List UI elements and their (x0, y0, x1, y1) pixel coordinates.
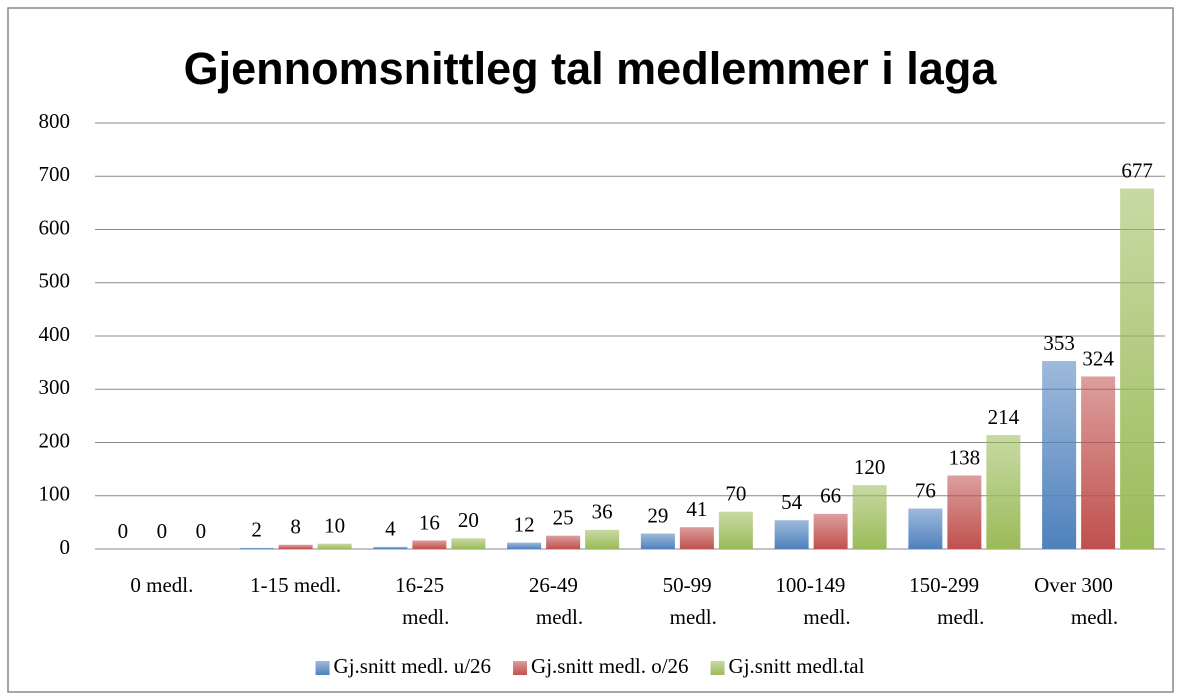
x-tick-label: 100-149 medl. (775, 573, 850, 629)
y-tick-label: 700 (39, 162, 71, 186)
data-label: 76 (915, 478, 936, 502)
data-label: 138 (949, 445, 981, 469)
data-label: 353 (1043, 331, 1075, 355)
x-tick-label: 26-49 medl. (529, 573, 583, 629)
x-tick-label: 0 medl. (130, 573, 193, 597)
bar (852, 485, 887, 549)
data-label: 677 (1121, 158, 1153, 182)
bar (1042, 361, 1077, 549)
y-tick-label: 400 (39, 322, 71, 346)
bar (813, 513, 848, 549)
data-label: 2 (251, 518, 262, 542)
data-label: 10 (324, 513, 345, 537)
bar (947, 475, 982, 549)
chart-border (7, 7, 1174, 693)
data-label: 4 (385, 517, 396, 541)
x-tick-label: Over 300 medl. (1034, 573, 1118, 629)
bar (412, 540, 447, 549)
bar (908, 508, 943, 549)
data-label: 16 (419, 510, 440, 534)
legend-label: Gj.snitt medl. u/26 (334, 654, 492, 678)
data-label: 20 (458, 508, 479, 532)
bar (585, 529, 620, 549)
bar (278, 544, 313, 549)
x-tick-label: 50-99 medl. (663, 573, 717, 629)
bar (1081, 376, 1116, 549)
legend-label: Gj.snitt medl.tal (729, 654, 865, 678)
data-label: 324 (1082, 346, 1114, 370)
data-label: 41 (686, 497, 707, 521)
y-tick-label: 200 (39, 428, 71, 452)
bar (774, 520, 809, 549)
y-tick-label: 100 (39, 482, 71, 506)
bar (451, 538, 486, 549)
data-label: 120 (854, 455, 886, 479)
data-label: 8 (290, 515, 301, 539)
data-label: 54 (781, 490, 803, 514)
bar (679, 527, 714, 549)
y-tick-label: 800 (39, 109, 71, 133)
bar (239, 547, 274, 549)
y-tick-label: 0 (60, 535, 71, 559)
data-label: 0 (118, 519, 129, 543)
data-label: 70 (725, 482, 746, 506)
x-tick-label: 16-25 medl. (395, 573, 449, 629)
bar (986, 435, 1021, 549)
data-label: 36 (592, 500, 613, 524)
data-label: 0 (157, 519, 168, 543)
data-label: 25 (553, 506, 574, 530)
data-label: 66 (820, 484, 841, 508)
data-label: 214 (988, 405, 1020, 429)
bar (546, 535, 581, 549)
chart-title: Gjennomsnittleg tal medlemmer i laga (184, 43, 998, 94)
x-tick-label: 1-15 medl. (250, 573, 341, 597)
y-tick-label: 500 (39, 269, 71, 293)
legend-swatch (513, 661, 528, 675)
bar (718, 511, 753, 549)
bar (317, 543, 352, 549)
x-tick-label: 150-299 medl. (909, 573, 984, 629)
y-tick-label: 300 (39, 375, 71, 399)
bar (1120, 188, 1155, 549)
bar (507, 542, 542, 549)
data-label: 29 (647, 503, 668, 527)
legend-swatch (710, 661, 725, 675)
data-label: 0 (196, 519, 207, 543)
legend-swatch (315, 661, 330, 675)
bar (640, 533, 675, 549)
y-tick-label: 600 (39, 215, 71, 239)
legend-label: Gj.snitt medl. o/26 (531, 654, 689, 678)
bar (373, 546, 408, 549)
data-label: 12 (514, 512, 535, 536)
